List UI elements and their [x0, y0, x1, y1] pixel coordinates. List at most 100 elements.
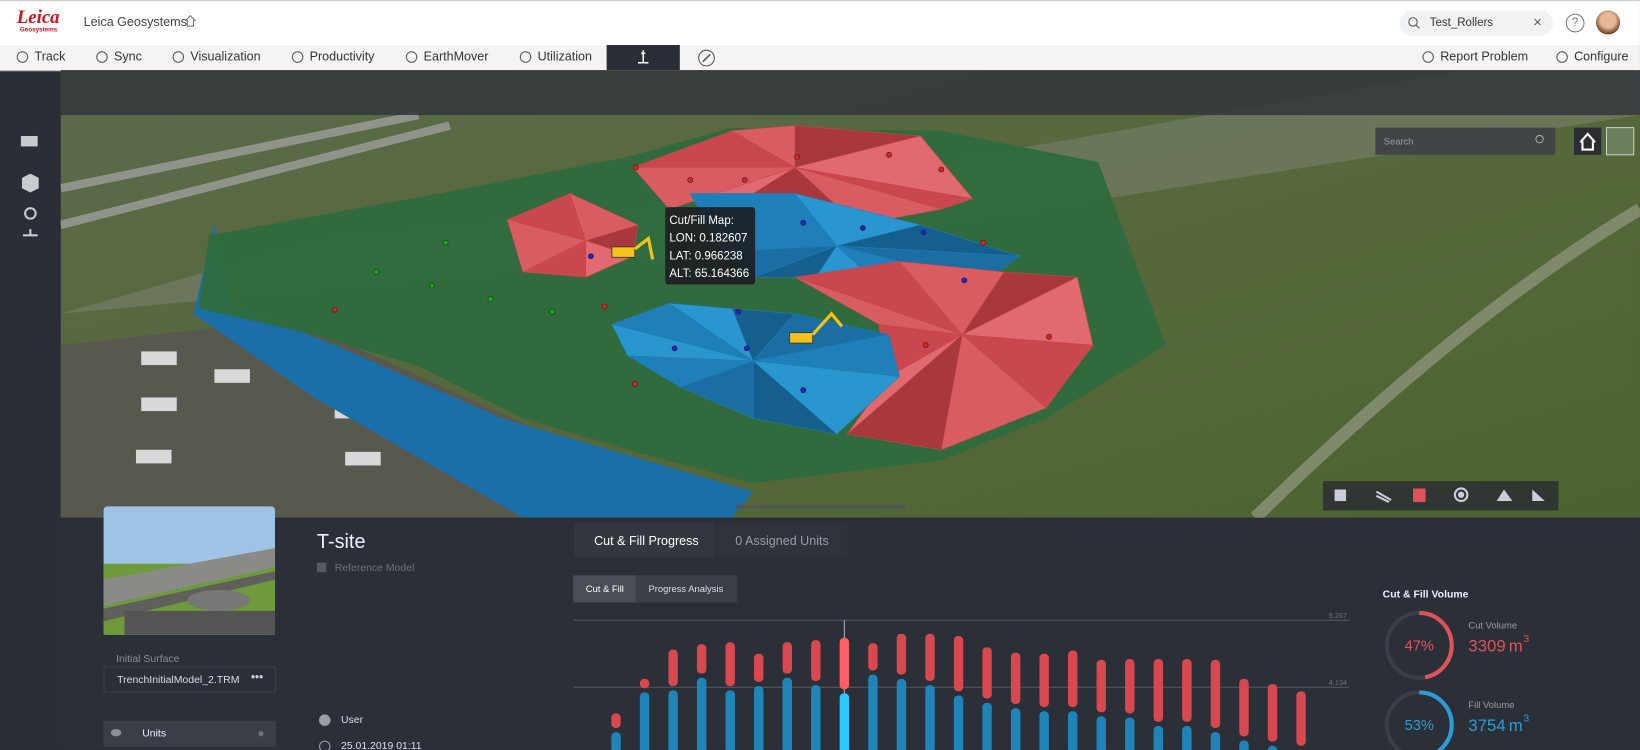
- nav-tab[interactable]: Track: [16, 49, 66, 64]
- map-search[interactable]: [1375, 127, 1556, 155]
- model-icon: [316, 562, 327, 573]
- facet: [506, 219, 587, 273]
- cut-bar: [896, 633, 907, 675]
- cut-bar: [1182, 658, 1192, 722]
- help-button[interactable]: ?: [1565, 13, 1585, 33]
- tooltip: [665, 207, 756, 285]
- survey-point: [331, 306, 338, 313]
- active-tab[interactable]: [606, 44, 680, 71]
- subtab[interactable]: [635, 575, 738, 603]
- avatar[interactable]: [1596, 10, 1621, 35]
- configure[interactable]: Configure: [1556, 49, 1628, 64]
- cut-bar: [1039, 653, 1049, 708]
- cut-bar: [782, 642, 792, 674]
- panel-tab[interactable]: [714, 523, 848, 558]
- facet: [611, 323, 754, 362]
- volume-unit-power: 3: [1523, 634, 1529, 645]
- initial-surface-field[interactable]: [103, 666, 277, 693]
- cut-bar: [868, 643, 878, 671]
- models-icon[interactable]: [21, 173, 39, 193]
- facet: [794, 276, 963, 335]
- home-icon[interactable]: [184, 14, 197, 28]
- survey-point: [922, 342, 929, 349]
- logo[interactable]: Leica: [16, 6, 60, 28]
- survey-point: [743, 345, 750, 352]
- scrollbar: [735, 505, 906, 509]
- cut-bar: [1210, 659, 1221, 728]
- nav-tab[interactable]: EarthMover: [405, 49, 488, 64]
- nav-tab[interactable]: Visualization: [172, 49, 261, 64]
- cut-bar: [696, 644, 707, 674]
- road: [1250, 203, 1640, 518]
- cut-bar: [1010, 652, 1021, 704]
- fill-bar: [696, 677, 707, 750]
- points-icon[interactable]: [23, 207, 38, 237]
- cut-bar: [811, 640, 821, 681]
- fill-bar: [953, 695, 964, 750]
- nav-tab-label: Productivity: [309, 49, 375, 64]
- logo-sub: Geosystems: [19, 27, 58, 34]
- survey-point: [687, 177, 694, 183]
- cut-bar: [725, 642, 735, 687]
- basemap[interactable]: [1605, 127, 1635, 156]
- cut-bar: [1267, 684, 1278, 742]
- survey-point: [794, 154, 800, 160]
- volume-unit-power: 3: [1523, 714, 1529, 725]
- nav-tab[interactable]: Productivity: [291, 49, 375, 64]
- cut-bar: [1296, 691, 1306, 746]
- cut-bar: [1096, 659, 1106, 713]
- nav-tab[interactable]: Sync: [96, 49, 142, 64]
- survey-point: [671, 345, 678, 352]
- tooltip-title: Cut/Fill Map:: [669, 215, 734, 227]
- fill-bar: [1267, 745, 1278, 750]
- more-button[interactable]: •••: [251, 671, 264, 685]
- gauge-label: 53%: [1405, 718, 1434, 734]
- units-row[interactable]: [103, 720, 277, 747]
- excavators: [611, 235, 844, 344]
- tooltip-line: LON: 0.182607: [669, 233, 747, 245]
- cut-bar: [1068, 650, 1078, 708]
- map-search-icon: [1535, 134, 1544, 144]
- machines-icon[interactable]: [20, 135, 38, 147]
- clear-search[interactable]: ×: [1533, 13, 1542, 31]
- survey-point: [735, 308, 742, 315]
- edit-tab[interactable]: [698, 49, 716, 67]
- map[interactable]: Cut/Fill Map: LON: 0.182607 LAT: 0.96623…: [60, 70, 1640, 518]
- subtab-active[interactable]: [573, 575, 636, 603]
- cut-bar: [1153, 658, 1164, 722]
- survey-point: [631, 381, 638, 387]
- survey-points: [331, 151, 1052, 394]
- panel-tab-label: 0 Assigned Units: [735, 533, 829, 549]
- y-tick-label: 8.267: [1329, 611, 1347, 620]
- site-thumbnail[interactable]: [103, 506, 276, 635]
- search-value[interactable]: Test_Rollers: [1429, 16, 1494, 30]
- survey-point: [1046, 333, 1052, 340]
- visibility-icon[interactable]: [110, 729, 122, 737]
- tab-icon: [637, 50, 649, 64]
- fill-bar: [1039, 711, 1049, 750]
- volume-unit: m: [1509, 637, 1523, 656]
- fill-bar: [754, 686, 764, 750]
- app-name[interactable]: Leica Geosystems: [83, 14, 187, 30]
- search-box[interactable]: [1399, 10, 1554, 36]
- survey-point: [487, 296, 494, 303]
- survey-point: [800, 387, 807, 394]
- nav-tab[interactable]: Utilization: [519, 49, 592, 64]
- fill-bar: [839, 693, 850, 750]
- map-tools[interactable]: [1334, 487, 1545, 504]
- survey-point: [373, 269, 380, 275]
- nav-tab-label: Sync: [114, 49, 142, 64]
- cut-bar: [982, 647, 992, 699]
- report-problem[interactable]: Report Problem: [1422, 49, 1528, 64]
- initial-surface-label: Initial Surface: [116, 653, 180, 666]
- panel-tab-active[interactable]: [574, 523, 715, 558]
- subtab-label: Progress Analysis: [648, 583, 724, 595]
- cut-bar: [839, 637, 850, 690]
- fill-bar: [982, 702, 992, 750]
- tooltip-line: ALT: 65.164366: [669, 268, 749, 280]
- sidebar: [20, 135, 39, 237]
- y-tick-label: 4.134: [1329, 678, 1347, 687]
- volume-unit: m: [1509, 716, 1523, 735]
